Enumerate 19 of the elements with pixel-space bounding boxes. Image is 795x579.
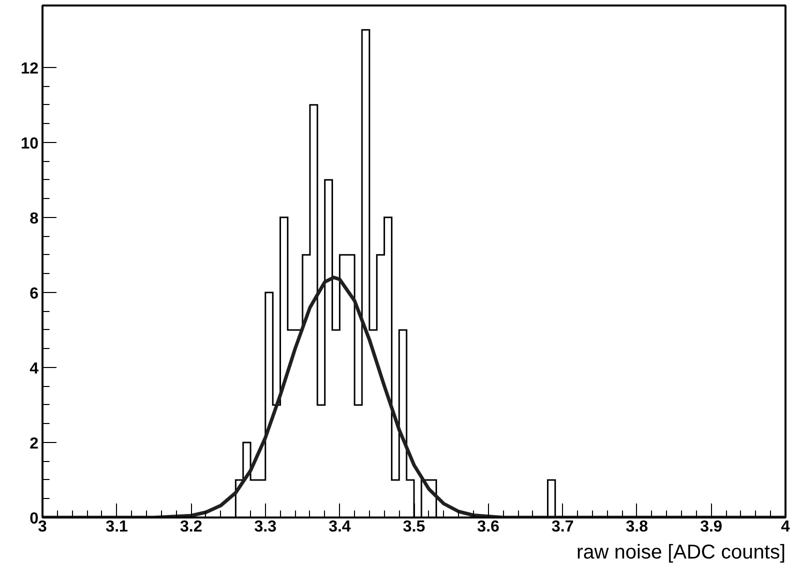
x-tick-label: 3.8 xyxy=(626,518,648,536)
x-tick-label: 3.7 xyxy=(551,518,574,536)
x-tick-label: 3.3 xyxy=(254,518,277,536)
x-tick-label: 3 xyxy=(38,518,48,536)
x-tick-label: 3.1 xyxy=(106,518,128,536)
y-tick-label: 2 xyxy=(30,435,39,452)
x-tick-label: 3.5 xyxy=(402,518,426,536)
x-tick-label: 3.9 xyxy=(700,518,722,536)
y-tick-label: 4 xyxy=(30,360,39,378)
y-tick-label: 12 xyxy=(20,60,39,78)
x-tick-label: 4 xyxy=(781,518,790,536)
y-tick-label: 10 xyxy=(20,135,39,152)
x-tick-label: 3.6 xyxy=(477,518,500,536)
x-tick-label: 3.2 xyxy=(180,518,202,536)
y-tick-label: 0 xyxy=(30,510,39,528)
y-tick-label: 6 xyxy=(30,285,39,302)
y-tick-label: 8 xyxy=(30,210,39,228)
x-axis-title: raw noise [ADC counts] xyxy=(576,542,786,564)
x-tick-label: 3.4 xyxy=(328,518,351,536)
